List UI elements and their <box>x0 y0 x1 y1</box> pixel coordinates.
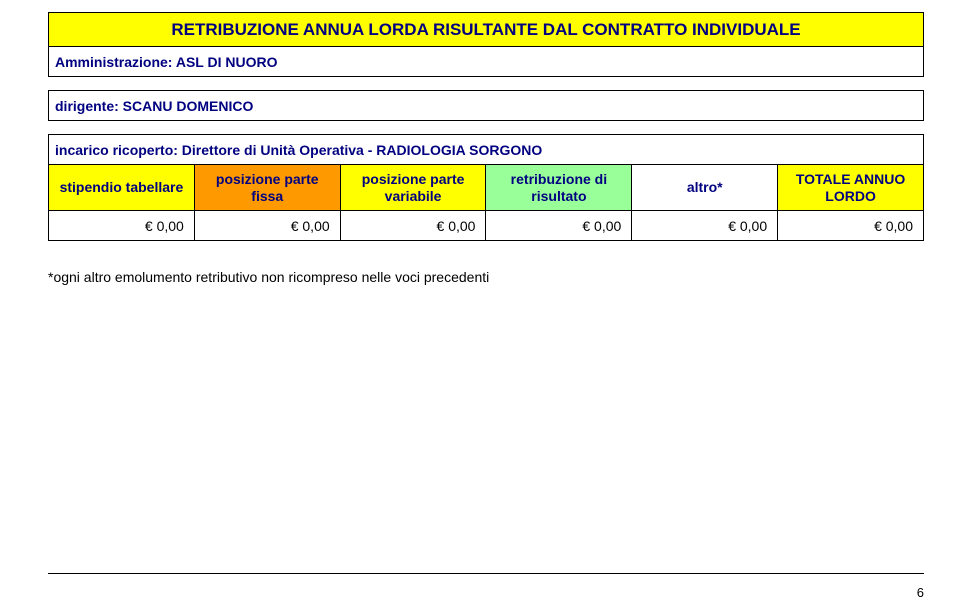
cell-altro: € 0,00 <box>632 211 778 241</box>
cell-variabile: € 0,00 <box>340 211 486 241</box>
spacer <box>49 77 924 91</box>
incarico-cell: incarico ricoperto: Direttore di Unità O… <box>49 135 924 165</box>
col-header-variabile: posizione parte variabile <box>340 165 486 211</box>
salary-table: RETRIBUZIONE ANNUA LORDA RISULTANTE DAL … <box>48 12 924 241</box>
cell-stipendio: € 0,00 <box>49 211 195 241</box>
page-number: 6 <box>917 585 924 600</box>
col-header-risultato: retribuzione di risultato <box>486 165 632 211</box>
spacer <box>49 121 924 135</box>
cell-fissa: € 0,00 <box>194 211 340 241</box>
table-title: RETRIBUZIONE ANNUA LORDA RISULTANTE DAL … <box>49 13 924 47</box>
col-header-stipendio: stipendio tabellare <box>49 165 195 211</box>
footer-line <box>48 573 924 574</box>
dirigente-cell: dirigente: SCANU DOMENICO <box>49 91 924 121</box>
col-header-altro: altro* <box>632 165 778 211</box>
admin-cell: Amministrazione: ASL DI NUORO <box>49 47 924 77</box>
col-header-totale: TOTALE ANNUO LORDO <box>778 165 924 211</box>
cell-risultato: € 0,00 <box>486 211 632 241</box>
col-header-fissa: posizione parte fissa <box>194 165 340 211</box>
footnote: *ogni altro emolumento retributivo non r… <box>48 269 924 285</box>
cell-totale: € 0,00 <box>778 211 924 241</box>
